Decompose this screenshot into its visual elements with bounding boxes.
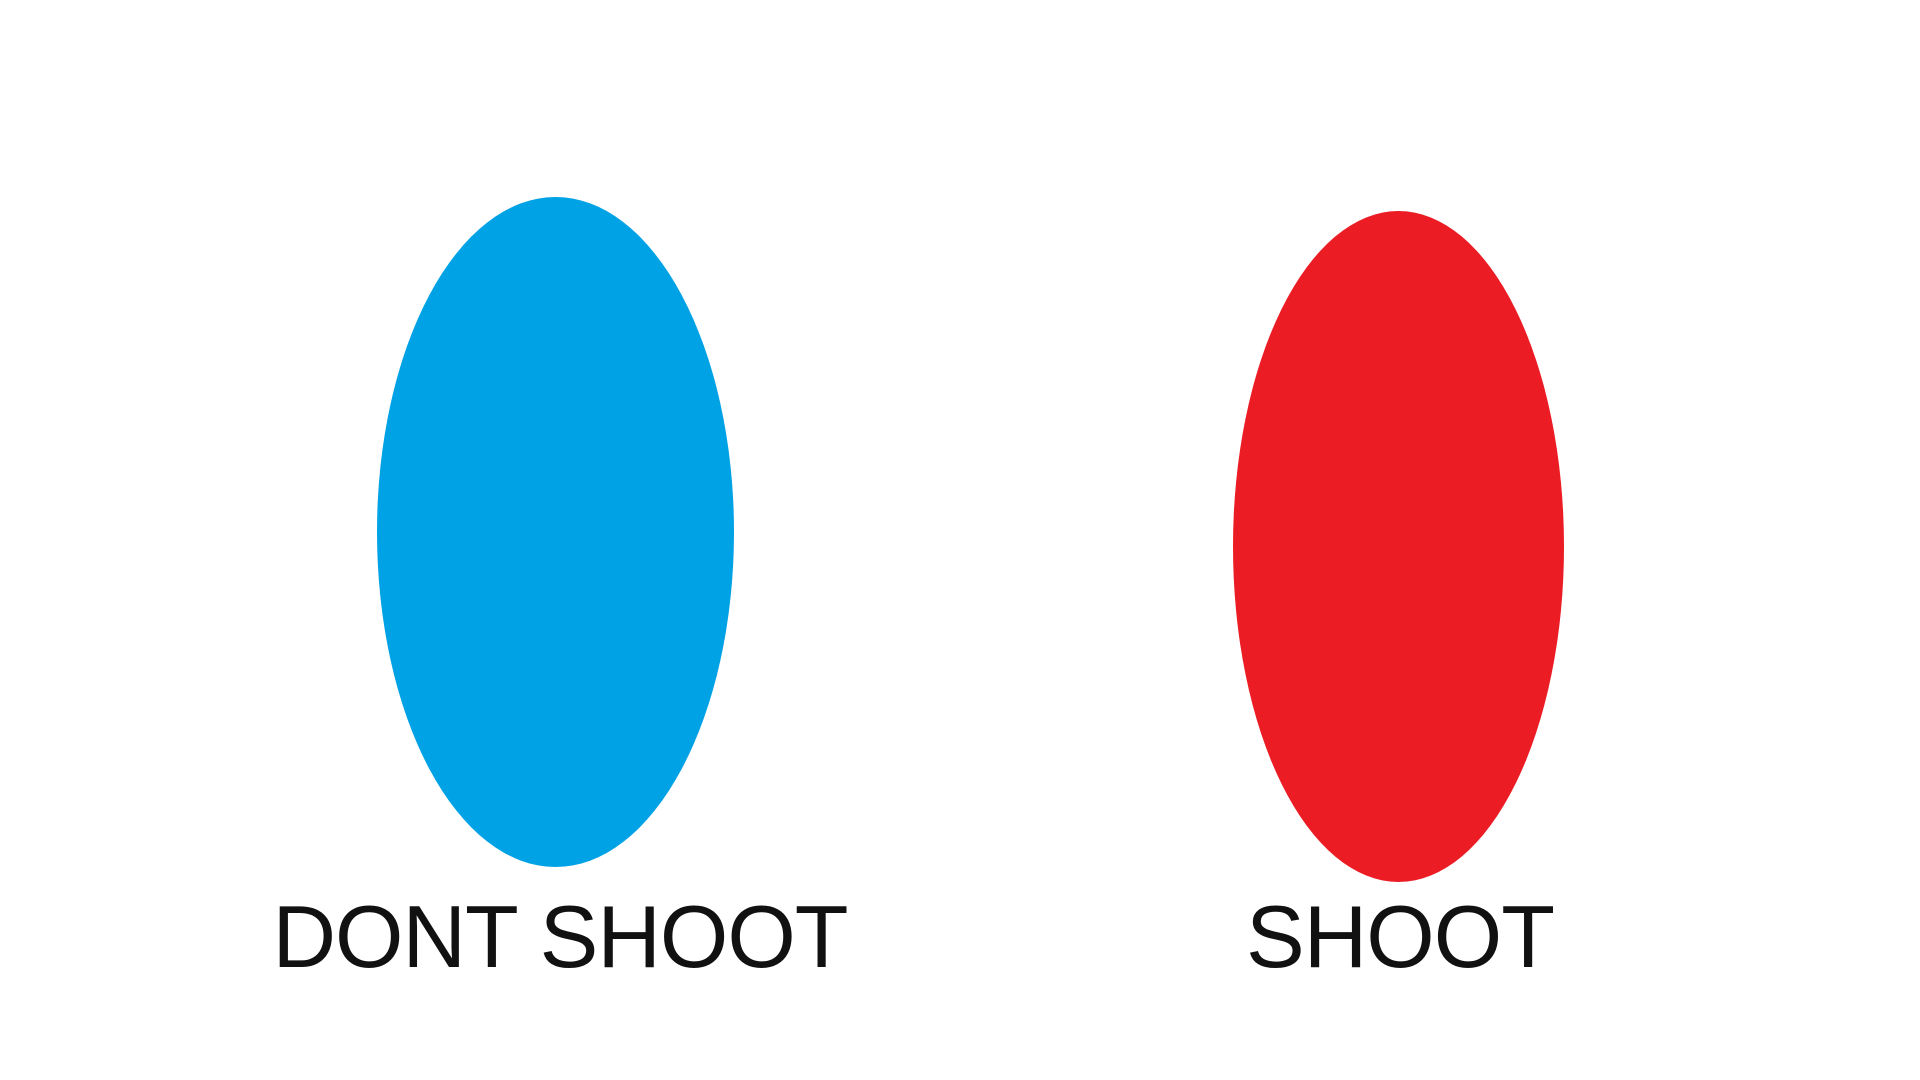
dont-shoot-label: DONT SHOOT: [272, 887, 848, 986]
dont-shoot-target[interactable]: [377, 197, 734, 867]
shoot-target[interactable]: [1233, 211, 1564, 882]
shoot-label: SHOOT: [1246, 887, 1555, 986]
